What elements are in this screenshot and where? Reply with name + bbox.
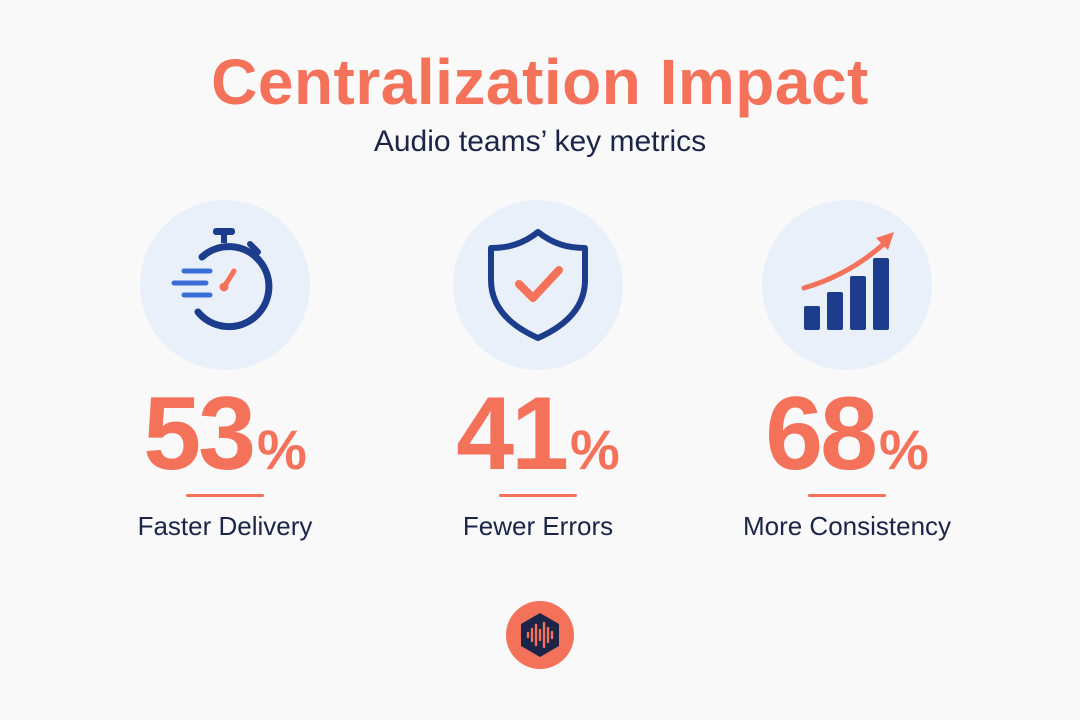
percent-sign: %	[878, 418, 929, 481]
metric-label: Faster Delivery	[137, 511, 313, 541]
metric-label: Fewer Errors	[462, 511, 614, 541]
hexagon-wave-icon	[521, 613, 559, 657]
metric-underline	[499, 494, 577, 497]
metric-number: 41	[456, 376, 569, 492]
metric-underline	[186, 494, 264, 497]
metric-number: 53	[143, 376, 256, 492]
growth-chart-icon	[801, 232, 894, 330]
metric-card-more-consistency: 68% More Consistency	[697, 200, 997, 542]
audio-wave-logo-icon	[506, 601, 574, 669]
metric-value: 41%	[456, 382, 620, 486]
shield-check-icon	[488, 229, 588, 341]
metric-card-faster-delivery: 53% Faster Delivery	[75, 200, 375, 542]
metric-value: 68%	[765, 382, 929, 486]
growth-chart-icon-circle	[762, 200, 932, 370]
metric-number: 68	[765, 376, 878, 492]
stopwatch-icon	[171, 228, 273, 331]
page-title: Centralization Impact	[211, 46, 869, 118]
metric-value: 53%	[143, 382, 307, 486]
page-subtitle: Audio teams’ key metrics	[373, 125, 707, 158]
percent-sign: %	[256, 418, 307, 481]
metric-label: More Consistency	[742, 511, 952, 541]
metric-underline	[808, 494, 886, 497]
stopwatch-icon-circle	[140, 200, 310, 370]
shield-icon-circle	[453, 200, 623, 370]
percent-sign: %	[569, 418, 620, 481]
metric-card-fewer-errors: 41% Fewer Errors	[388, 200, 688, 542]
